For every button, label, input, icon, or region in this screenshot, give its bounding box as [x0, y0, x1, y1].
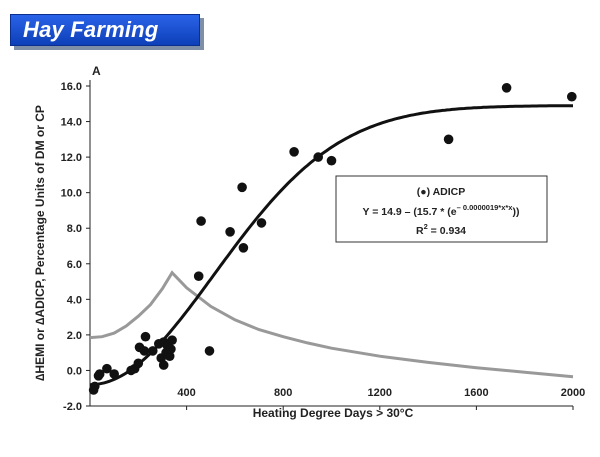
title-banner: Hay Farming: [10, 14, 200, 46]
data-point: [94, 369, 105, 379]
data-point: [139, 346, 150, 356]
y-tick-label: 6.0: [67, 259, 82, 271]
data-point: [313, 152, 324, 162]
x-axis-label: Heating Degree Days > 30°C: [253, 406, 414, 420]
data-point: [238, 243, 249, 253]
x-tick-label: 2000: [561, 387, 585, 399]
legend-title: (●) ADICP: [417, 186, 466, 198]
y-tick-label: 10.0: [61, 188, 82, 200]
y-axis-label: ∆HEMI or ∆ADICP, Percentage Units of DM …: [33, 105, 47, 381]
legend-marker: ●: [420, 186, 426, 198]
fit-series: [89, 104, 573, 387]
data-point: [204, 346, 215, 356]
y-tick-label: 16.0: [61, 81, 82, 93]
data-point: [148, 346, 158, 356]
legend: (●) ADICP Y = 14.9 – (15.7 * (e– 0.00000…: [335, 175, 548, 243]
y-tick-label: 14.0: [61, 117, 82, 129]
data-point: [567, 91, 577, 102]
data-point: [193, 271, 204, 282]
data-point: [109, 369, 119, 379]
y-tick-label: 2.0: [67, 330, 82, 342]
x-tick-label: 800: [274, 387, 292, 399]
data-point: [166, 344, 176, 354]
data-point: [133, 358, 144, 369]
y-tick-label: 12.0: [61, 152, 82, 164]
legend-series-name: ADICP: [433, 186, 466, 198]
y-tick-label: 8.0: [67, 223, 82, 235]
data-point: [443, 134, 454, 145]
x-tick-label: 1600: [464, 387, 488, 399]
data-point: [196, 216, 206, 226]
y-tick-label: 0.0: [67, 365, 82, 377]
data-point: [164, 351, 175, 362]
data-point: [501, 83, 512, 93]
data-point: [167, 335, 177, 346]
data-point: [225, 227, 235, 237]
y-tick-label: -2.0: [63, 401, 82, 413]
legend-r2: R2 = 0.934: [416, 222, 466, 237]
legend-equation: Y = 14.9 – (15.7 * (e– 0.0000019*x*x)): [363, 203, 520, 218]
data-point: [256, 218, 267, 228]
x-tick-label: 1200: [368, 387, 392, 399]
y-tick-label: 4.0: [67, 294, 82, 306]
y-tick-group: -2.0 0.0 2.0 4.0 6.0 8.0 10.0 12.0 14.0 16.0: [61, 81, 90, 413]
axes: [89, 80, 573, 407]
fit-curve: [89, 104, 573, 387]
page-title: Hay Farming: [23, 17, 159, 42]
data-point: [102, 363, 112, 374]
hemi-series: [89, 270, 574, 379]
data-point: [237, 182, 247, 193]
adicp-series: [88, 83, 577, 395]
legend-box: [335, 175, 548, 243]
panel-label: A: [92, 64, 101, 78]
hemi-line: [89, 270, 574, 379]
data-point: [289, 147, 299, 157]
data-point: [90, 381, 100, 392]
x-tick-group: 400 800 1200 1600 2000: [177, 387, 585, 410]
x-tick-label: 400: [177, 387, 195, 399]
data-point: [158, 360, 169, 370]
data-point: [140, 331, 151, 342]
data-point: [326, 155, 337, 166]
